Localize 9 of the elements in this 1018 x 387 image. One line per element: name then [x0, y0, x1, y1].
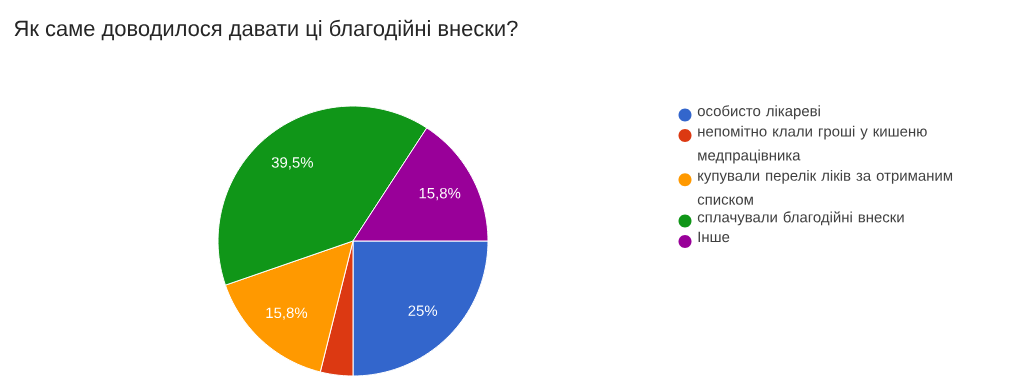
legend-label: сплачували благодійні внески: [697, 211, 904, 226]
data-label: 39,5%: [271, 157, 313, 170]
data-label: 15,8%: [419, 187, 461, 201]
legend-label: Інше: [698, 231, 730, 243]
legend-label: купували перелік ліків за отриманим списком: [697, 169, 953, 205]
legend-label: особисто лікареві: [697, 105, 820, 120]
data-label: 25%: [408, 305, 438, 316]
data-label: 15,8%: [266, 307, 308, 320]
chart-title: Як саме доводилося давати ці благодійні внески?: [14, 19, 518, 41]
